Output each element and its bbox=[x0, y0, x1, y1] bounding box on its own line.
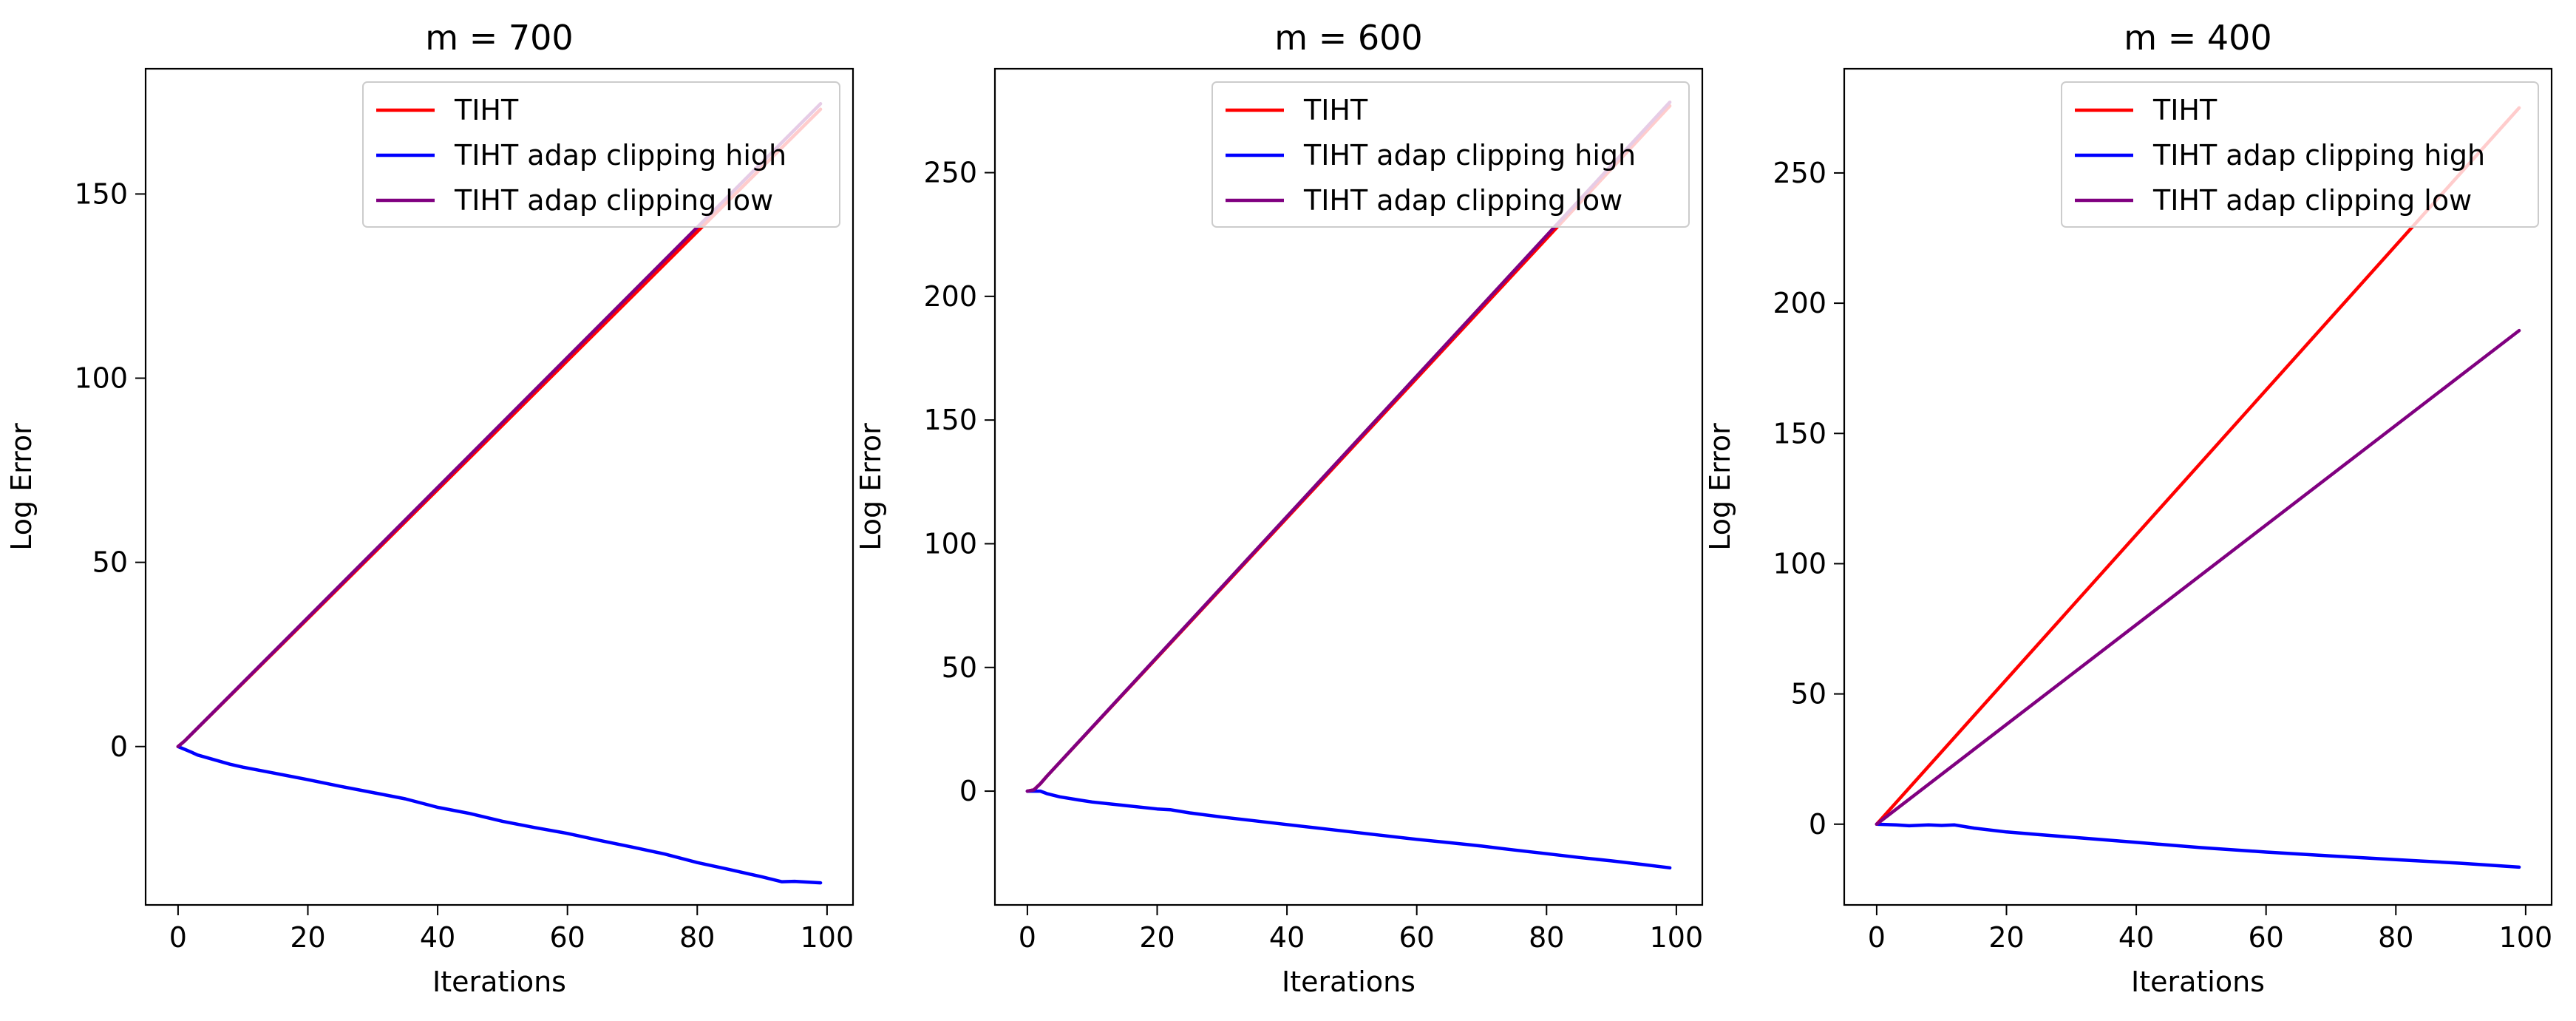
y-tick-label: 150 bbox=[1773, 417, 1826, 450]
x-axis-label: Iterations bbox=[2131, 966, 2265, 998]
y-tick-label: 250 bbox=[923, 157, 977, 189]
series-line-tiht-adap-clipping-low bbox=[1875, 328, 2521, 827]
series-lines bbox=[176, 102, 823, 885]
x-axis-label: Iterations bbox=[432, 966, 566, 998]
x-tick-label: 100 bbox=[1650, 921, 1704, 954]
y-tick-label: 0 bbox=[110, 730, 128, 763]
x-axis-label: Iterations bbox=[1282, 966, 1416, 998]
x-tick-label: 60 bbox=[550, 921, 585, 954]
x-tick-label: 0 bbox=[1019, 921, 1036, 954]
y-tick-label: 0 bbox=[959, 775, 977, 807]
x-tick-label: 20 bbox=[1988, 921, 2024, 954]
y-tick-label: 200 bbox=[923, 280, 977, 313]
legend-label-tiht-adap-clipping-high: TIHT adap clipping high bbox=[1303, 139, 1636, 172]
y-axis-label: Log Error bbox=[1704, 423, 1736, 551]
y-tick-label: 250 bbox=[1773, 157, 1826, 189]
legend-label-tiht-adap-clipping-high: TIHT adap clipping high bbox=[454, 139, 786, 172]
chart-panel-m-600: 0 20 40 60 80 100 0 50 100 150 200 250 Iterations Log… bbox=[854, 18, 1703, 998]
panel-title: m = 600 bbox=[1274, 18, 1422, 58]
legend-label-tiht-adap-clipping-low: TIHT adap clipping low bbox=[1303, 184, 1622, 217]
y-tick-label: 100 bbox=[1773, 547, 1826, 580]
y-axis-label: Log Error bbox=[5, 423, 38, 551]
y-tick-label: 150 bbox=[923, 404, 977, 436]
axes-frame bbox=[993, 67, 1704, 906]
series-lines bbox=[1025, 100, 1672, 870]
y-tick-label: 150 bbox=[74, 177, 128, 210]
y-tick-label: 100 bbox=[923, 527, 977, 560]
panel-title: m = 400 bbox=[2124, 18, 2271, 58]
legend: TIHT TIHT adap clipping high TIHT adap cli… bbox=[362, 81, 840, 228]
chart-panel-m-400: 0 20 40 60 80 100 0 50 100 150 200 250 Iterations Log… bbox=[1704, 18, 2552, 998]
x-tick-label: 40 bbox=[1269, 921, 1305, 954]
x-tick-label: 100 bbox=[2499, 921, 2553, 954]
y-tick-label: 50 bbox=[92, 546, 128, 579]
series-line-tiht-adap-clipping-high bbox=[176, 744, 823, 885]
legend: TIHT TIHT adap clipping high TIHT adap cli… bbox=[2061, 81, 2539, 228]
x-tick-label: 80 bbox=[679, 921, 715, 954]
y-tick-label: 50 bbox=[1791, 678, 1826, 710]
series-line-tiht-adap-clipping-low bbox=[1025, 100, 1672, 793]
series-line-tiht-adap-clipping-high bbox=[1875, 822, 2521, 869]
x-tick-label: 60 bbox=[2249, 921, 2284, 954]
y-tick-label: 50 bbox=[942, 651, 977, 684]
legend-label-tiht: TIHT bbox=[2152, 94, 2218, 126]
series-line-tiht-adap-clipping-low bbox=[176, 102, 823, 749]
legend-label-tiht-adap-clipping-low: TIHT adap clipping low bbox=[454, 184, 773, 217]
x-tick-label: 100 bbox=[801, 921, 854, 954]
axes-frame bbox=[144, 67, 854, 906]
x-tick-label: 0 bbox=[1868, 921, 1886, 954]
x-tick-label: 0 bbox=[169, 921, 187, 954]
x-tick-label: 40 bbox=[420, 921, 455, 954]
legend-label-tiht-adap-clipping-high: TIHT adap clipping high bbox=[2152, 139, 2485, 172]
x-tick-label: 40 bbox=[2118, 921, 2154, 954]
panel-title: m = 700 bbox=[425, 18, 573, 58]
x-tick-label: 80 bbox=[2378, 921, 2413, 954]
legend-label-tiht-adap-clipping-low: TIHT adap clipping low bbox=[2152, 184, 2472, 217]
x-tick-label: 80 bbox=[1529, 921, 1564, 954]
legend-box bbox=[362, 81, 840, 228]
y-tick-label: 0 bbox=[1809, 808, 1826, 841]
chart-panel-m-700: 0 20 40 60 80 100 0 50 100 150 Iterations Log Error… bbox=[5, 18, 854, 998]
legend-label-tiht: TIHT bbox=[454, 94, 519, 126]
y-tick-label: 100 bbox=[74, 362, 128, 395]
x-tick-label: 20 bbox=[290, 921, 325, 954]
legend-label-tiht: TIHT bbox=[1303, 94, 1368, 126]
axes-frame bbox=[1843, 67, 2553, 906]
legend: TIHT TIHT adap clipping high TIHT adap cli… bbox=[1211, 81, 1690, 228]
legend-box bbox=[2061, 81, 2539, 228]
y-tick-label: 200 bbox=[1773, 287, 1826, 319]
series-line-tiht-adap-clipping-high bbox=[1025, 789, 1672, 870]
legend-box bbox=[1211, 81, 1690, 228]
x-tick-label: 60 bbox=[1399, 921, 1435, 954]
y-axis-label: Log Error bbox=[854, 423, 887, 551]
x-tick-label: 20 bbox=[1139, 921, 1175, 954]
